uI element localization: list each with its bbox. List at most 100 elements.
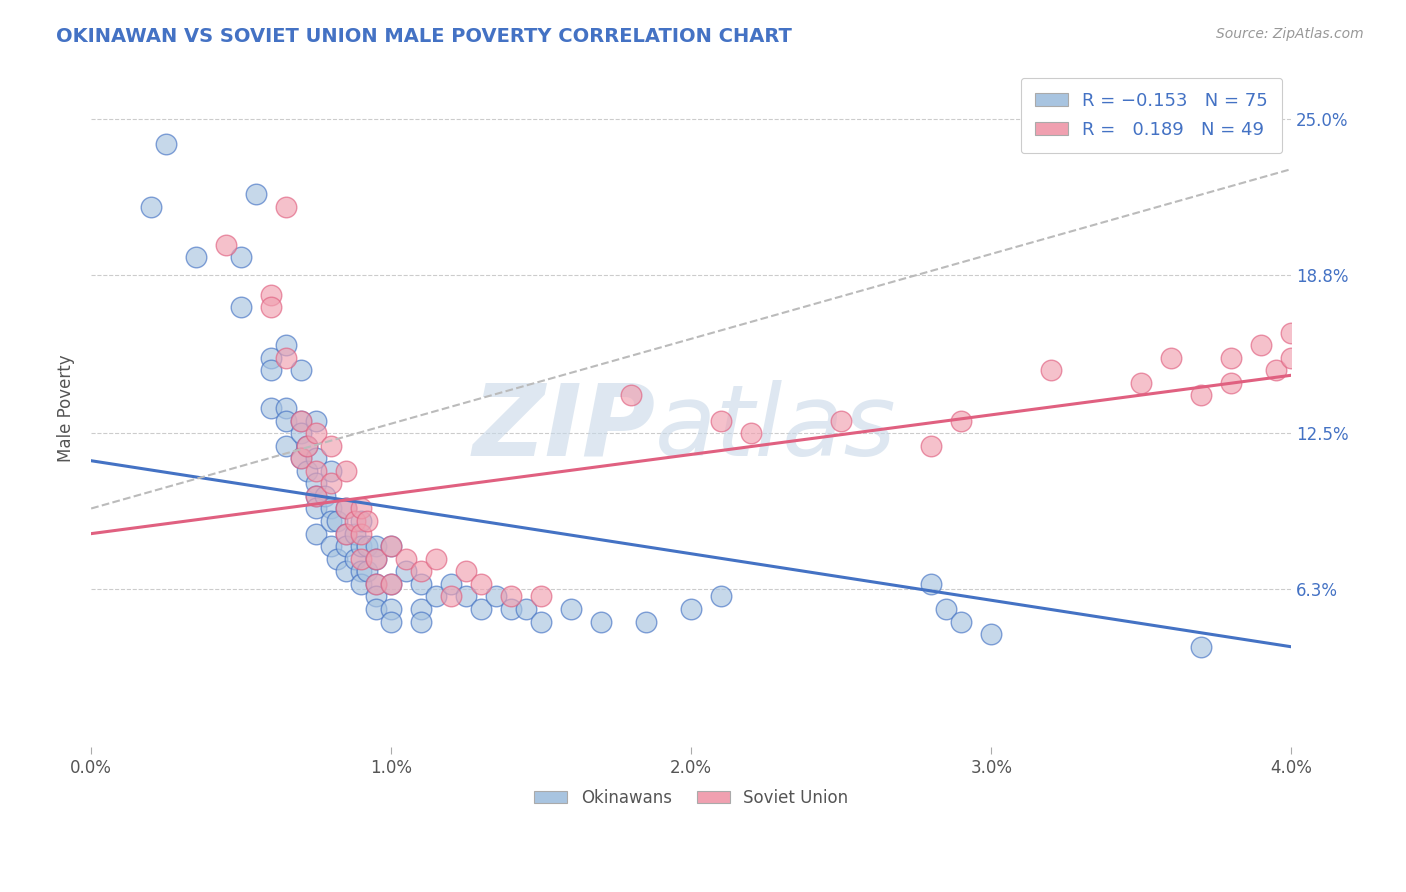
Point [305,476,328,491]
Point [326,514,349,528]
Point [231,250,253,264]
Point [231,301,253,315]
Point [276,200,298,214]
Point [344,514,367,528]
Point [1279,326,1302,340]
Point [366,602,388,616]
Point [411,615,433,629]
Point [335,501,357,516]
Point [290,451,312,466]
Point [314,489,336,503]
Point [186,250,208,264]
Point [276,439,298,453]
Point [620,388,643,402]
Point [350,526,373,541]
Point [366,539,388,553]
Point [321,464,343,478]
Point [1189,388,1212,402]
Point [425,590,447,604]
Point [260,363,283,377]
Point [1130,376,1153,390]
Point [681,602,703,616]
Point [356,565,378,579]
Point [321,476,343,491]
Point [260,301,283,315]
Point [350,501,373,516]
Point [1265,363,1288,377]
Point [276,401,298,415]
Point [245,187,267,202]
Point [215,237,238,252]
Point [366,551,388,566]
Point [920,439,942,453]
Point [1220,376,1243,390]
Point [440,577,463,591]
Point [260,351,283,365]
Point [380,539,402,553]
Point [305,526,328,541]
Point [335,526,357,541]
Point [356,514,378,528]
Point [155,136,177,151]
Point [530,590,553,604]
Y-axis label: Male Poverty: Male Poverty [58,354,75,462]
Point [411,602,433,616]
Point [276,413,298,427]
Point [380,602,402,616]
Text: OKINAWAN VS SOVIET UNION MALE POVERTY CORRELATION CHART: OKINAWAN VS SOVIET UNION MALE POVERTY CO… [56,27,792,45]
Point [560,602,582,616]
Point [456,565,478,579]
Legend: Okinawans, Soviet Union: Okinawans, Soviet Union [527,782,855,814]
Point [470,602,492,616]
Point [290,451,312,466]
Point [710,590,733,604]
Point [1250,338,1272,352]
Point [366,551,388,566]
Point [470,577,492,591]
Point [321,514,343,528]
Point [380,539,402,553]
Point [1189,640,1212,654]
Point [344,551,367,566]
Point [335,501,357,516]
Point [380,615,402,629]
Point [335,565,357,579]
Point [950,413,973,427]
Point [305,501,328,516]
Point [515,602,537,616]
Point [411,565,433,579]
Point [335,464,357,478]
Point [290,426,312,441]
Point [366,577,388,591]
Point [321,439,343,453]
Point [1220,351,1243,365]
Point [356,539,378,553]
Point [305,426,328,441]
Point [350,539,373,553]
Point [935,602,957,616]
Point [344,526,367,541]
Point [411,577,433,591]
Point [425,551,447,566]
Point [350,551,373,566]
Point [290,363,312,377]
Point [326,551,349,566]
Point [321,501,343,516]
Point [950,615,973,629]
Point [380,577,402,591]
Text: atlas: atlas [655,380,897,477]
Point [485,590,508,604]
Point [305,413,328,427]
Point [530,615,553,629]
Point [295,464,318,478]
Point [591,615,613,629]
Point [350,565,373,579]
Point [501,602,523,616]
Point [395,565,418,579]
Point [290,413,312,427]
Point [1160,351,1182,365]
Point [1040,363,1063,377]
Point [290,413,312,427]
Text: Source: ZipAtlas.com: Source: ZipAtlas.com [1216,27,1364,41]
Point [305,489,328,503]
